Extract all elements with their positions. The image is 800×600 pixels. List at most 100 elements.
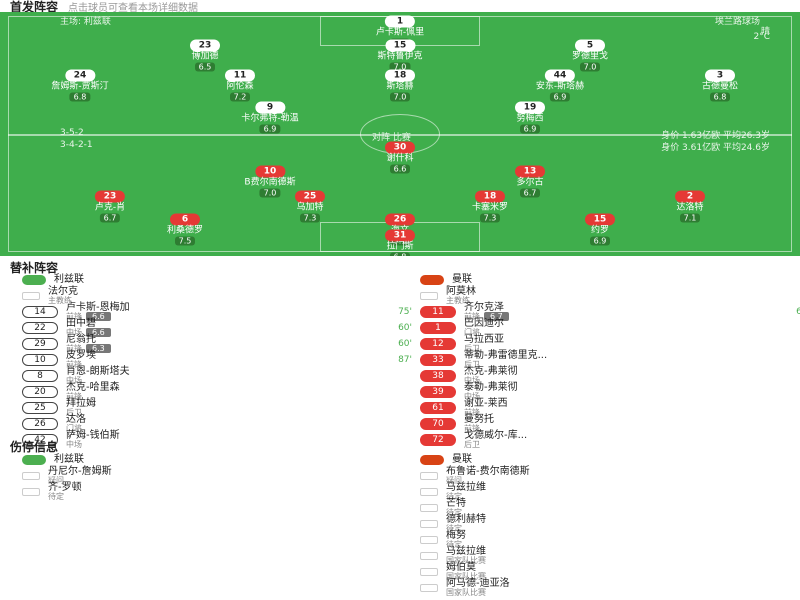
player-rating: 6.9 xyxy=(519,124,541,134)
player[interactable]: 15 斯特鲁伊克 7.0 xyxy=(377,39,423,73)
sub-player[interactable]: 8 肖恩-朗斯塔夫 中场 xyxy=(22,367,412,385)
sub-player[interactable]: 22 田中碧 中场 6.6 60' xyxy=(22,318,412,337)
sub-player[interactable]: 1 巴因迪尔 门将 xyxy=(420,318,800,337)
player[interactable]: 2 达洛特 7.1 xyxy=(675,190,705,224)
player[interactable]: 30 谢什科 6.6 xyxy=(385,141,415,175)
player[interactable]: 10 B费尔南德斯 7.0 xyxy=(244,165,296,199)
sub-player[interactable]: 39 泰勒-弗莱彻 中场 xyxy=(420,383,800,401)
sub-info: 蒂勒-弗雷德里克... 后卫 xyxy=(464,351,547,369)
coach-icon xyxy=(22,292,40,300)
sub-player[interactable]: 12 马拉西亚 后卫 xyxy=(420,335,800,353)
injury-icon xyxy=(22,488,40,496)
player-rating: 7.0 xyxy=(389,62,411,72)
team-row: 利兹联 xyxy=(22,452,412,468)
player-rating: 7.0 xyxy=(389,92,411,102)
sub-name: 卢卡斯-恩梅加 xyxy=(66,302,130,313)
injured-name: 芒特 xyxy=(446,498,466,509)
player[interactable]: 19 努梅西 6.9 xyxy=(515,101,545,135)
player-name: 拉门斯 xyxy=(386,241,414,252)
player-rating: 6.9 xyxy=(549,92,571,102)
sub-player[interactable]: 10 皮罗埃 前锋 87' xyxy=(22,351,412,369)
sub-player[interactable]: 20 杰克-哈里森 前锋 xyxy=(22,383,412,401)
player[interactable]: 15 约罗 6.9 xyxy=(585,213,615,247)
injury-status: 国家队比赛 xyxy=(446,556,486,565)
jersey-number: 3 xyxy=(704,69,735,82)
player-rating: 6.9 xyxy=(589,236,611,246)
player-rating: 6.7 xyxy=(519,188,541,198)
player-name: 罗德里戈 xyxy=(571,51,609,62)
injured-player: 齐-罗顿 待定 xyxy=(22,483,412,501)
player[interactable]: 3 古德曼松 6.8 xyxy=(702,69,738,103)
center-circle xyxy=(360,114,440,154)
sub-number: 11 xyxy=(420,306,456,318)
sub-number: 1 xyxy=(420,322,456,334)
team-row: 利兹联 xyxy=(22,272,412,288)
sub-number: 12 xyxy=(420,338,456,350)
player[interactable]: 11 阿伦森 7.2 xyxy=(225,69,255,103)
sub-info: 拜拉姆 后卫 xyxy=(66,399,96,417)
header: 首发阵容 点击球员可查看本场详细数据 xyxy=(10,0,199,14)
injured-name: 德利赫特 xyxy=(446,514,486,525)
sub-player[interactable]: 33 蒂勒-弗雷德里克... 后卫 xyxy=(420,351,800,369)
sub-info: 谢亚-莱西 前锋 xyxy=(464,399,508,417)
sub-player[interactable]: 14 卢卡斯-恩梅加 前锋 6.6 75' xyxy=(22,302,412,321)
player-name: B费尔南德斯 xyxy=(244,177,296,188)
player[interactable]: 44 安东-斯塔赫 6.9 xyxy=(536,69,584,103)
sub-player[interactable]: 38 杰克-弗莱彻 中场 xyxy=(420,367,800,385)
jersey-number: 15 xyxy=(384,39,415,52)
sub-info: 杰克-哈里森 前锋 xyxy=(66,383,120,401)
player[interactable]: 18 卡塞米罗 7.3 xyxy=(472,190,508,224)
player[interactable]: 23 博加德 6.5 xyxy=(190,39,220,73)
subtitle: 点击球员可查看本场详细数据 xyxy=(68,2,199,14)
sub-player[interactable]: 70 曼努托 前锋 xyxy=(420,415,800,433)
injured-player: 阿马德-迪亚洛 国家队比赛 xyxy=(420,579,800,597)
sub-position: 前锋 xyxy=(464,408,480,417)
player[interactable]: 25 乌加特 7.3 xyxy=(295,190,325,224)
player[interactable]: 9 卡尔弗特-勒温 6.9 xyxy=(241,101,299,135)
sub-player[interactable]: 25 拜拉姆 后卫 xyxy=(22,399,412,417)
player[interactable]: 24 詹姆斯-贾斯汀 6.8 xyxy=(51,69,109,103)
injury-info: 德利赫特 待定 xyxy=(446,515,486,533)
player[interactable]: 23 卢克-肖 6.7 xyxy=(95,190,125,224)
sub-player[interactable]: 72 戈德威尔-库... 后卫 xyxy=(420,431,800,449)
sub-position: 后卫 xyxy=(464,440,480,449)
player-name: 斯塔赫 xyxy=(386,81,414,92)
sub-name: 巴因迪尔 xyxy=(464,318,504,329)
sub-info: 肖恩-朗斯塔夫 中场 xyxy=(66,367,130,385)
sub-position: 前锋 6.7 xyxy=(464,312,509,321)
home-injuries: 利兹联 丹尼尔-詹姆斯 疑问 齐-罗顿 待定 xyxy=(22,452,412,501)
sub-name: 达洛 xyxy=(66,414,86,425)
sub-number: 10 xyxy=(22,354,58,366)
coach-name: 法尔克 xyxy=(48,286,78,297)
injury-status: 国家队比赛 xyxy=(446,588,486,597)
sub-name: 蒂勒-弗雷德里克... xyxy=(464,350,548,361)
player[interactable]: 18 斯塔赫 7.0 xyxy=(385,69,415,103)
sub-player[interactable]: 29 尼翁托 前锋 6.3 60' xyxy=(22,335,412,353)
player[interactable]: 31拉门斯6.8 xyxy=(385,229,415,256)
sub-position: 中场 xyxy=(66,440,82,449)
injury-icon xyxy=(420,536,438,544)
player[interactable]: 5 罗德里戈 7.0 xyxy=(571,39,609,73)
player[interactable]: 13 多尔古 6.7 xyxy=(515,165,545,199)
sub-position: 门将 xyxy=(464,328,480,337)
sub-number: 33 xyxy=(420,354,456,366)
sub-player[interactable]: 42 萨姆-钱伯斯 中场 xyxy=(22,431,412,449)
player[interactable]: 6 利桑德罗 7.5 xyxy=(167,213,203,247)
sub-player[interactable]: 61 谢亚-莱西 前锋 xyxy=(420,399,800,417)
team-name: 曼联 xyxy=(452,274,472,285)
jersey-number: 23 xyxy=(95,190,125,203)
sub-name: 齐尔克泽 xyxy=(464,302,504,313)
sub-player[interactable]: 26 达洛 门将 xyxy=(22,414,412,433)
coach-role: 主教练 xyxy=(48,296,72,305)
injury-status: 待定 xyxy=(446,524,462,533)
team-name: 曼联 xyxy=(452,454,472,465)
sub-name: 田中碧 xyxy=(66,318,96,329)
player-rating: 7.3 xyxy=(299,213,321,223)
injured-player: 马兹拉维 国家队比赛 xyxy=(420,547,800,565)
injury-status: 疑问 xyxy=(48,476,64,485)
player-rating: 6.6 xyxy=(389,164,411,174)
jersey-number: 2 xyxy=(675,190,705,203)
injury-icon xyxy=(420,584,438,592)
player-name: 谢什科 xyxy=(386,153,414,164)
